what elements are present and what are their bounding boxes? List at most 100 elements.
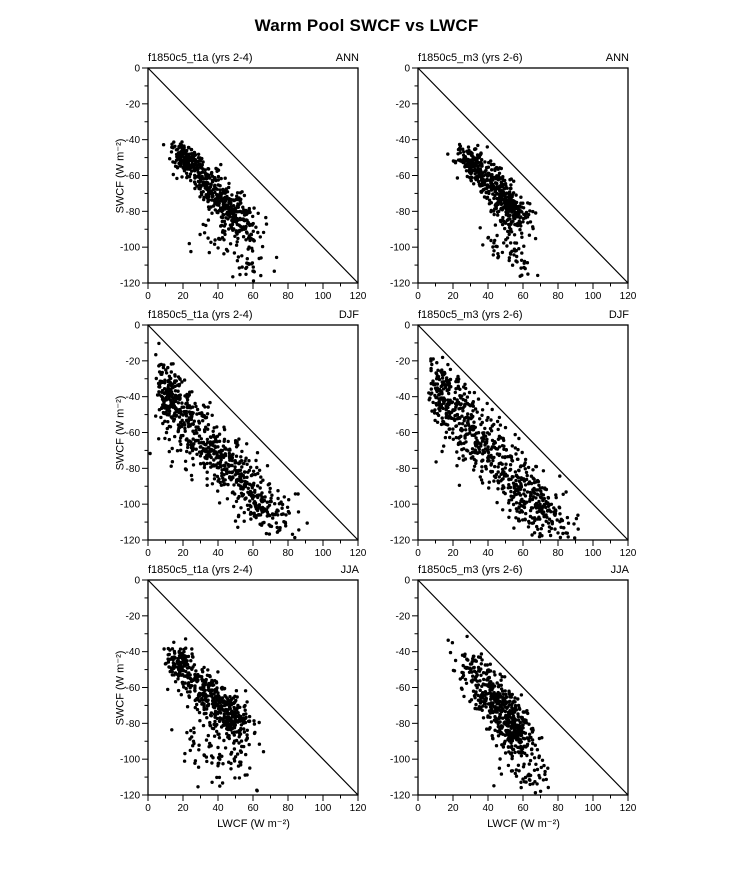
- svg-text:-60: -60: [126, 683, 141, 694]
- svg-text:0: 0: [134, 576, 140, 587]
- svg-text:60: 60: [247, 803, 259, 814]
- svg-text:20: 20: [447, 548, 459, 559]
- svg-text:0: 0: [415, 803, 421, 814]
- svg-text:60: 60: [517, 548, 529, 559]
- svg-text:-80: -80: [396, 207, 411, 218]
- svg-text:40: 40: [482, 291, 494, 302]
- scatter-panel-jja-t1a: f1850c5_t1a (yrs 2-4) JJA SWCF (W m⁻²) L…: [104, 554, 374, 844]
- svg-text:100: 100: [315, 548, 332, 559]
- svg-text:-80: -80: [126, 207, 141, 218]
- svg-text:80: 80: [282, 291, 294, 302]
- svg-text:-60: -60: [396, 683, 411, 694]
- x-axis-label: LWCF (W m⁻²): [487, 818, 560, 830]
- svg-text:20: 20: [177, 291, 189, 302]
- svg-text:-60: -60: [396, 171, 411, 182]
- svg-text:0: 0: [134, 321, 140, 332]
- scatter-panel-ann-t1a: f1850c5_t1a (yrs 2-4) ANN SWCF (W m⁻²) 0…: [104, 42, 374, 332]
- svg-text:-120: -120: [390, 791, 410, 802]
- svg-text:-120: -120: [390, 279, 410, 290]
- svg-text:-20: -20: [126, 356, 141, 367]
- svg-text:40: 40: [212, 803, 224, 814]
- svg-text:60: 60: [247, 291, 259, 302]
- svg-text:120: 120: [620, 548, 637, 559]
- svg-text:0: 0: [145, 803, 151, 814]
- svg-text:-20: -20: [126, 611, 141, 622]
- svg-text:0: 0: [404, 64, 410, 75]
- svg-text:-40: -40: [126, 647, 141, 658]
- x-axis-label: LWCF (W m⁻²): [217, 818, 290, 830]
- panel-season-label: ANN: [335, 52, 359, 64]
- plot-svg: 0 20 40 60 80 100 120 0 -20 -40 -60 -80 -100 -120: [120, 321, 367, 560]
- svg-text:-20: -20: [396, 611, 411, 622]
- panel-season-label: JJA: [340, 564, 359, 576]
- svg-text:-100: -100: [120, 755, 140, 766]
- panel-title: f1850c5_t1a (yrs 2-4): [148, 309, 253, 321]
- svg-text:-40: -40: [126, 392, 141, 403]
- svg-text:60: 60: [517, 803, 529, 814]
- svg-text:80: 80: [552, 548, 564, 559]
- panel-title: f1850c5_m3 (yrs 2-6): [418, 564, 523, 576]
- panel-title: f1850c5_t1a (yrs 2-4): [148, 52, 253, 64]
- plot-svg: 0 20 40 60 80 100 120 0 -20 -40 -60 -80 -100 -120: [390, 576, 637, 815]
- svg-text:100: 100: [585, 291, 602, 302]
- svg-text:0: 0: [404, 576, 410, 587]
- svg-text:120: 120: [620, 291, 637, 302]
- svg-text:-60: -60: [126, 171, 141, 182]
- svg-text:100: 100: [315, 291, 332, 302]
- svg-text:-20: -20: [396, 99, 411, 110]
- svg-text:80: 80: [552, 291, 564, 302]
- svg-text:0: 0: [145, 291, 151, 302]
- svg-text:-100: -100: [120, 500, 140, 511]
- scatter-panel-djf-m3: f1850c5_m3 (yrs 2-6) DJF 0 20 40 60 80 100 120…: [374, 299, 644, 589]
- svg-text:-80: -80: [126, 464, 141, 475]
- svg-text:20: 20: [447, 291, 459, 302]
- svg-text:20: 20: [447, 803, 459, 814]
- plot-svg: 0 20 40 60 80 100 120 0 -20 -40 -60 -80 -100 -120: [120, 64, 367, 303]
- plot-svg: 0 20 40 60 80 100 120 0 -20 -40 -60 -80 -100 -120: [390, 64, 637, 303]
- svg-text:-20: -20: [126, 99, 141, 110]
- svg-text:120: 120: [620, 803, 637, 814]
- svg-text:20: 20: [177, 548, 189, 559]
- svg-text:20: 20: [177, 803, 189, 814]
- figure-title: Warm Pool SWCF vs LWCF: [254, 16, 479, 35]
- svg-text:120: 120: [350, 548, 367, 559]
- svg-text:100: 100: [585, 548, 602, 559]
- panel-title: f1850c5_m3 (yrs 2-6): [418, 52, 523, 64]
- svg-text:-20: -20: [396, 356, 411, 367]
- svg-text:-60: -60: [396, 428, 411, 439]
- svg-text:-80: -80: [396, 464, 411, 475]
- plot-svg: 0 20 40 60 80 100 120 0 -20 -40 -60 -80 -100 -120: [120, 576, 367, 815]
- panel-season-label: ANN: [605, 52, 629, 64]
- scatter-panel-djf-t1a: f1850c5_t1a (yrs 2-4) DJF SWCF (W m⁻²) 0…: [104, 299, 374, 589]
- scatter-panel-jja-m3: f1850c5_m3 (yrs 2-6) JJA LWCF (W m⁻²) 0 2…: [374, 554, 644, 844]
- svg-text:80: 80: [552, 803, 564, 814]
- svg-text:-80: -80: [126, 719, 141, 730]
- svg-text:60: 60: [247, 548, 259, 559]
- svg-text:40: 40: [482, 803, 494, 814]
- svg-text:80: 80: [282, 548, 294, 559]
- svg-text:0: 0: [145, 548, 151, 559]
- svg-text:-100: -100: [390, 755, 410, 766]
- panel-title: f1850c5_m3 (yrs 2-6): [418, 309, 523, 321]
- panel-season-label: JJA: [610, 564, 629, 576]
- svg-text:40: 40: [482, 548, 494, 559]
- svg-text:100: 100: [315, 803, 332, 814]
- svg-text:80: 80: [282, 803, 294, 814]
- svg-text:-100: -100: [120, 243, 140, 254]
- svg-text:120: 120: [350, 803, 367, 814]
- svg-text:120: 120: [350, 291, 367, 302]
- svg-text:-120: -120: [120, 279, 140, 290]
- svg-text:40: 40: [212, 548, 224, 559]
- svg-text:-40: -40: [396, 647, 411, 658]
- panel-title: f1850c5_t1a (yrs 2-4): [148, 564, 253, 576]
- svg-text:100: 100: [585, 803, 602, 814]
- svg-text:60: 60: [517, 291, 529, 302]
- svg-text:0: 0: [134, 64, 140, 75]
- svg-text:-80: -80: [396, 719, 411, 730]
- svg-text:-120: -120: [120, 536, 140, 547]
- svg-text:40: 40: [212, 291, 224, 302]
- svg-text:-40: -40: [396, 135, 411, 146]
- svg-text:0: 0: [415, 548, 421, 559]
- scatter-panel-ann-m3: f1850c5_m3 (yrs 2-6) ANN 0 20 40 60 80 100 120…: [374, 42, 644, 332]
- svg-text:0: 0: [415, 291, 421, 302]
